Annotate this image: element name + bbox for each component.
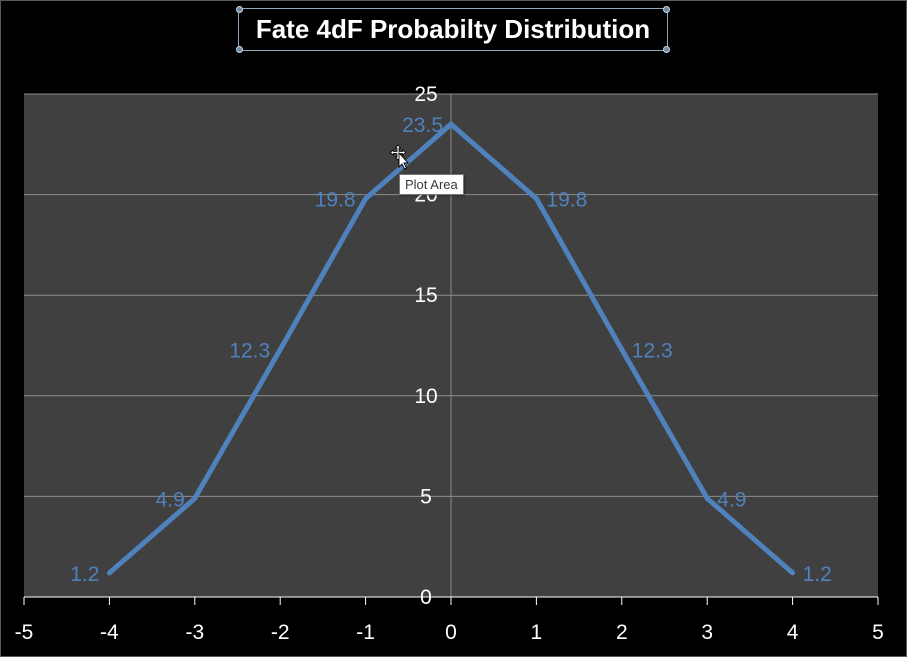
move-cursor-icon bbox=[390, 144, 410, 170]
resize-handle[interactable] bbox=[663, 46, 670, 53]
x-tick-label: 4 bbox=[787, 621, 799, 644]
resize-handle[interactable] bbox=[663, 6, 670, 13]
data-label: 23.5 bbox=[402, 114, 443, 137]
x-tick-label: 3 bbox=[701, 621, 713, 644]
series-line bbox=[106, 121, 796, 576]
x-tick-label: 5 bbox=[872, 621, 884, 644]
y-tick-label: 15 bbox=[414, 284, 437, 307]
chart-title: Fate 4dF Probabilty Distribution bbox=[255, 14, 651, 44]
x-tick-label: -5 bbox=[15, 621, 34, 644]
resize-handle[interactable] bbox=[236, 6, 243, 13]
x-tick-label: -3 bbox=[185, 621, 204, 644]
y-tick-label: 10 bbox=[414, 385, 437, 408]
x-tick-label: -4 bbox=[100, 621, 119, 644]
data-label: 4.9 bbox=[156, 488, 185, 511]
data-label: 1.2 bbox=[803, 563, 832, 586]
x-tick-label: -1 bbox=[356, 621, 375, 644]
data-label: 1.2 bbox=[70, 563, 99, 586]
x-tick-label: 1 bbox=[531, 621, 543, 644]
y-tick-label: 5 bbox=[420, 485, 432, 508]
x-tick-label: 2 bbox=[616, 621, 628, 644]
data-label: 12.3 bbox=[229, 340, 270, 363]
resize-handle[interactable] bbox=[236, 46, 243, 53]
data-label: 19.8 bbox=[546, 189, 587, 212]
plot-area-tooltip: Plot Area bbox=[399, 174, 464, 195]
data-label: 12.3 bbox=[632, 340, 673, 363]
x-tick-label: 0 bbox=[445, 621, 457, 644]
y-tick-label: 25 bbox=[414, 83, 437, 106]
x-tick-label: -2 bbox=[271, 621, 290, 644]
data-label: 19.8 bbox=[315, 189, 356, 212]
data-label: 4.9 bbox=[717, 488, 746, 511]
chart-title-box[interactable]: Fate 4dF Probabilty Distribution bbox=[236, 6, 670, 53]
